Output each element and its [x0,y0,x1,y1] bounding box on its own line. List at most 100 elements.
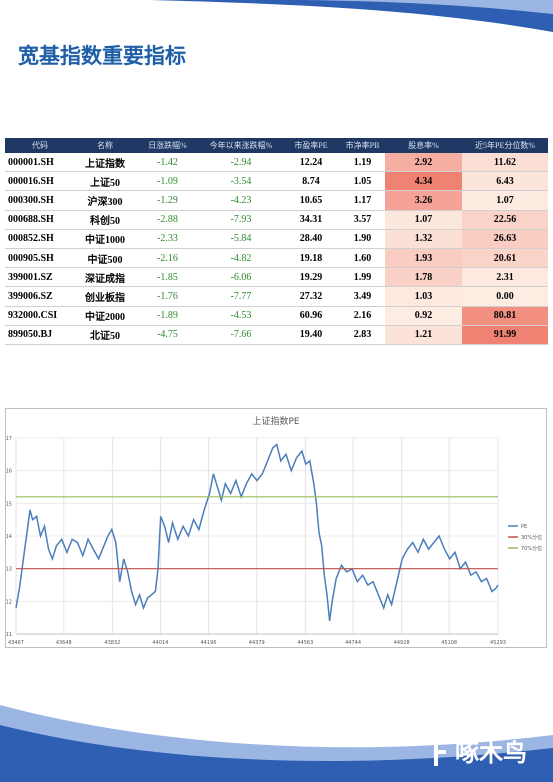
table-cell: 科创50 [75,210,135,230]
table-cell: 11.62 [462,153,548,173]
table-cell: 1.17 [340,190,385,211]
table-cell: 1.21 [385,325,462,345]
table-cell: 20.61 [462,248,548,269]
table-cell: 1.99 [340,267,385,288]
table-cell: 2.83 [340,325,385,345]
table-row: 000905.SH 中证500 -2.16 -4.82 19.18 1.60 1.93 20.… [5,248,548,269]
table-cell: 399006.SZ [5,286,75,307]
x-tick-label: 44379 [249,640,265,646]
table-cell: 12.24 [282,153,340,173]
x-tick-label: 44196 [200,640,216,646]
table-cell: -5.84 [200,229,282,249]
table-cell: 1.05 [340,171,385,192]
table-cell: 1.78 [385,267,462,288]
y-tick-label: 13 [6,567,12,573]
table-cell: 中证2000 [75,306,135,326]
table-cell: -4.53 [200,306,282,326]
table-cell: 6.43 [462,171,548,192]
table-cell: -2.16 [135,248,200,269]
table-cell: 上证指数 [75,153,135,173]
table-cell: 000016.SH [5,171,75,192]
table-cell: 899050.BJ [5,325,75,345]
y-tick-label: 17 [6,436,12,442]
x-tick-label: 43832 [104,640,120,646]
table-cell: 22.56 [462,210,548,230]
table-cell: -2.33 [135,229,200,249]
table-cell: 深证成指 [75,267,135,288]
table-cell: 创业板指 [75,286,135,307]
table-row: 000300.SH 沪深300 -1.29 -4.23 10.65 1.17 3.26 1.0… [5,190,548,211]
pe-chart: 上证指数PE 11 12 13 14 15 16 17 43467 43648 43832 4401… [5,408,547,648]
table-cell: 上证50 [75,171,135,192]
column-header: 市净率PB [340,138,385,153]
x-tick-label: 44928 [394,640,410,646]
table-cell: 沪深300 [75,190,135,211]
table-row: 000688.SH 科创50 -2.88 -7.93 34.31 3.57 1.07 22.5… [5,210,548,230]
legend-label: 70%分位 [521,545,542,552]
footer-wave [0,725,553,782]
table-cell: 000905.SH [5,248,75,269]
table-cell: -4.75 [135,325,200,345]
table-cell: 2.92 [385,153,462,173]
chart-title: 上证指数PE [252,415,299,427]
table-cell: 26.63 [462,229,548,249]
table-row: 932000.CSI 中证2000 -1.89 -4.53 60.96 2.16 0.92 8… [5,306,548,326]
table-cell: 中证1000 [75,229,135,249]
table-cell: -1.29 [135,190,200,211]
y-tick-label: 14 [6,534,12,540]
table-cell: -7.66 [200,325,282,345]
index-table: 代码 名称 日涨跌幅% 今年以来涨跌幅% 市盈率PE 市净率PB 股息率% 近5年PE分位数%… [5,138,548,345]
table-cell: 19.40 [282,325,340,345]
table-cell: 80.81 [462,306,548,326]
table-cell: -4.82 [200,248,282,269]
column-header: 代码 [5,138,75,153]
table-cell: 2.16 [340,306,385,326]
table-cell: 3.49 [340,286,385,307]
table-cell: -7.93 [200,210,282,230]
table-cell: 27.32 [282,286,340,307]
column-header: 今年以来涨跌幅% [200,138,282,153]
table-cell: 北证50 [75,325,135,345]
table-cell: 91.99 [462,325,548,345]
table-cell: -1.09 [135,171,200,192]
column-header: 市盈率PE [282,138,340,153]
table-cell: 1.32 [385,229,462,249]
page-title: 宽基指数重要指标 [18,44,186,68]
table-cell: 1.03 [385,286,462,307]
table-cell: -1.76 [135,286,200,307]
table-cell: 3.26 [385,190,462,211]
column-header: 名称 [75,138,135,153]
table-cell: 000852.SH [5,229,75,249]
table-cell: 中证500 [75,248,135,269]
table-cell: 1.93 [385,248,462,269]
table-cell: 8.74 [282,171,340,192]
table-cell: -4.23 [200,190,282,211]
table-cell: 19.18 [282,248,340,269]
header-swoosh [150,0,553,32]
table-cell: -1.42 [135,153,200,173]
table-cell: -2.88 [135,210,200,230]
x-tick-label: 45293 [490,640,506,646]
y-tick-label: 12 [6,599,12,605]
x-tick-label: 44563 [297,640,313,646]
y-tick-label: 11 [6,632,12,638]
table-cell: 10.65 [282,190,340,211]
table-row: 000852.SH 中证1000 -2.33 -5.84 28.40 1.90 1.32 26… [5,229,548,249]
x-tick-label: 43467 [8,640,24,646]
table-cell: 0.00 [462,286,548,307]
table-cell: 000688.SH [5,210,75,230]
table-cell: -3.54 [200,171,282,192]
table-cell: 1.90 [340,229,385,249]
x-tick-label: 45108 [441,640,457,646]
table-row: 899050.BJ 北证50 -4.75 -7.66 19.40 2.83 1.21 91.9… [5,325,548,345]
table-cell: 3.57 [340,210,385,230]
table-cell: 399001.SZ [5,267,75,288]
y-tick-label: 16 [6,469,12,475]
table-cell: -7.77 [200,286,282,307]
table-row: 399001.SZ 深证成指 -1.85 -6.06 19.29 1.99 1.78 2.31 [5,267,548,288]
table-cell: 2.31 [462,267,548,288]
table-cell: -2.94 [200,153,282,173]
x-tick-label: 43648 [56,640,72,646]
